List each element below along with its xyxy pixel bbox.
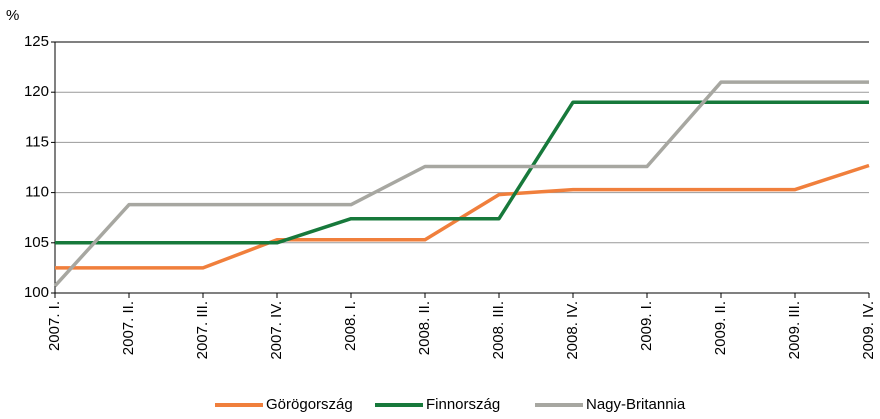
y-tick-label: 100 [24,284,49,301]
x-tick-label: 2008. I. [342,301,359,351]
y-tick-label: 115 [25,133,49,150]
x-tick-label: 2008. IV. [564,301,581,360]
x-tick-label: 2008. II. [416,301,433,355]
x-tick-label: 2009. III. [786,301,803,359]
x-tick-label: 2009. IV. [860,301,877,360]
x-tick-label: 2009. I. [638,301,655,351]
y-axis-label: % [6,7,19,24]
y-tick-label: 110 [25,184,49,201]
legend-label: Finnország [426,396,500,413]
y-tick-label: 105 [24,234,49,251]
x-tick-label: 2007. II. [120,301,137,355]
series-line [53,80,869,288]
x-tick-label: 2008. III. [490,301,507,359]
x-tick-label: 2009. II. [712,301,729,355]
y-tick-label: 125 [24,33,49,50]
y-tick-label: 120 [24,83,49,100]
x-tick-label: 2007. III. [194,301,211,359]
series-line [55,163,870,270]
series-line [55,100,869,245]
legend-label: Nagy-Britannia [586,396,686,413]
x-tick-label: 2007. IV. [268,301,285,360]
legend-label: Görögország [266,396,353,413]
x-tick-label: 2007. I. [46,301,63,351]
